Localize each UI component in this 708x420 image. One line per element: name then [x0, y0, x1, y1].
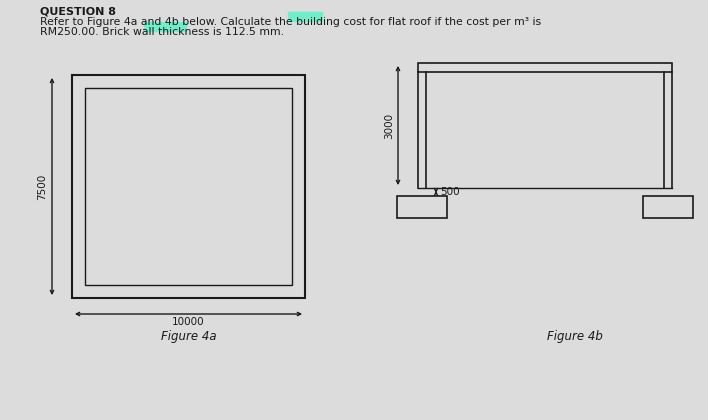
- Text: RM250.00. Brick wall thickness is 112.5 mm.: RM250.00. Brick wall thickness is 112.5 …: [40, 27, 284, 37]
- Bar: [643, 196, 693, 218]
- Text: Figure 4b: Figure 4b: [547, 330, 603, 343]
- Text: 10000: 10000: [172, 317, 205, 327]
- Bar: [288, 12, 322, 21]
- Bar: [144, 22, 186, 31]
- Bar: [72, 75, 305, 298]
- Text: 500: 500: [440, 187, 459, 197]
- Text: 3000: 3000: [384, 113, 394, 139]
- Text: Figure 4a: Figure 4a: [161, 330, 217, 343]
- Bar: [418, 63, 672, 72]
- Bar: [397, 196, 447, 218]
- Text: 7500: 7500: [37, 173, 47, 199]
- Text: QUESTION 8: QUESTION 8: [40, 7, 116, 17]
- Bar: [85, 88, 292, 285]
- Text: Refer to Figure 4a and 4b below. Calculate the building cost for flat roof if th: Refer to Figure 4a and 4b below. Calcula…: [40, 17, 541, 27]
